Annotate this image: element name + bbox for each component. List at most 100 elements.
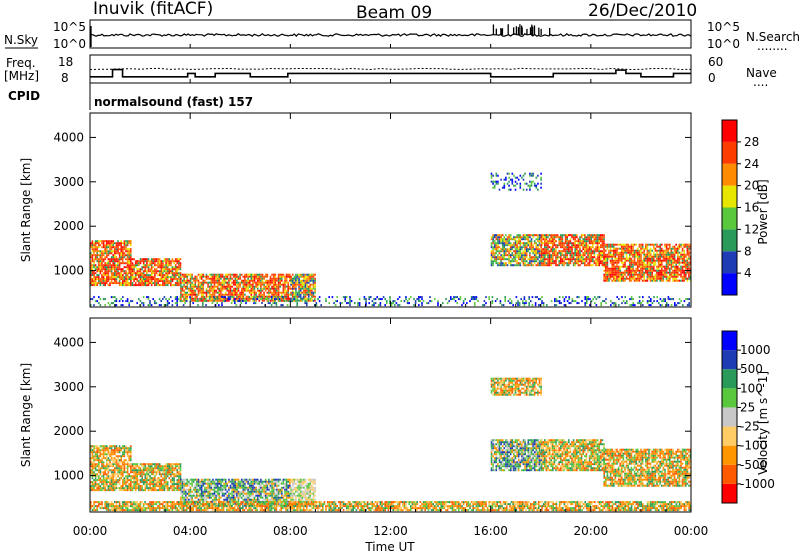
echo-cell xyxy=(643,265,645,268)
echo-cell xyxy=(106,262,108,265)
echo-cell xyxy=(91,451,94,454)
echo-cell xyxy=(500,256,502,259)
echo-cell xyxy=(552,262,554,265)
echo-cell xyxy=(141,268,143,271)
echo-cell xyxy=(134,487,137,490)
echo-cell xyxy=(118,300,121,303)
echo-cell xyxy=(598,238,600,241)
echo-cell xyxy=(563,300,566,303)
echo-cell xyxy=(247,275,249,278)
echo-cell xyxy=(662,275,665,278)
echo-cell xyxy=(133,487,135,490)
echo-cell xyxy=(651,243,653,246)
echo-cell xyxy=(296,275,299,278)
echo-cell xyxy=(205,277,208,280)
echo-cell xyxy=(154,276,156,279)
echo-cell xyxy=(517,302,519,305)
echo-cell xyxy=(147,296,150,299)
echo-cell xyxy=(231,277,233,280)
echo-cell xyxy=(276,291,278,294)
echo-cell xyxy=(197,279,200,282)
echo-cell xyxy=(685,255,687,258)
echo-cell xyxy=(649,279,652,282)
echo-cell xyxy=(675,243,677,246)
echo-cell xyxy=(181,281,184,284)
echo-cell xyxy=(661,304,663,307)
echo-cell xyxy=(226,277,229,280)
echo-cell xyxy=(584,302,586,305)
echo-cell xyxy=(189,279,192,282)
echo-cell xyxy=(102,447,105,450)
echo-cell xyxy=(186,283,189,286)
echo-cell xyxy=(123,244,126,247)
echo-cell xyxy=(519,240,522,243)
echo-cell xyxy=(637,251,639,254)
echo-cell xyxy=(553,242,556,245)
echo-cell xyxy=(532,244,534,247)
echo-cell xyxy=(107,262,110,265)
echo-cell xyxy=(120,298,122,301)
echo-cell xyxy=(142,274,145,277)
echo-cell xyxy=(154,284,156,287)
echo-cell xyxy=(94,256,97,259)
echo-cell xyxy=(500,258,502,261)
echo-cell xyxy=(277,279,280,282)
echo-cell xyxy=(590,236,592,239)
echo-cell xyxy=(641,259,644,262)
echo-cell xyxy=(183,273,185,276)
echo-cell xyxy=(263,295,265,298)
echo-cell xyxy=(613,263,615,266)
echo-cell xyxy=(333,302,335,305)
echo-cell xyxy=(596,242,599,245)
echo-cell xyxy=(661,243,663,246)
echo-cell xyxy=(522,238,525,241)
echo-cell xyxy=(561,260,564,263)
echo-cell xyxy=(595,258,597,261)
echo-cell xyxy=(197,289,200,292)
echo-cell xyxy=(269,302,271,305)
echo-cell xyxy=(126,240,129,243)
echo-cell xyxy=(179,296,182,299)
echo-cell xyxy=(661,300,663,303)
echo-cell xyxy=(117,467,119,470)
echo-cell xyxy=(547,260,549,263)
echo-cell xyxy=(239,283,241,286)
echo-cell xyxy=(633,279,636,282)
echo-cell xyxy=(303,293,305,296)
echo-cell xyxy=(282,281,285,284)
echo-cell xyxy=(633,249,636,252)
echo-cell xyxy=(176,266,179,269)
echo-cell xyxy=(527,264,530,267)
echo-cell xyxy=(122,479,124,482)
echo-cell xyxy=(299,291,302,294)
echo-cell xyxy=(212,293,214,296)
echo-cell xyxy=(349,300,351,303)
echo-cell xyxy=(112,282,114,285)
echo-cell xyxy=(221,275,224,278)
echo-cell xyxy=(592,236,594,239)
echo-cell xyxy=(98,246,100,249)
echo-cell xyxy=(533,184,536,187)
echo-cell xyxy=(616,253,618,256)
echo-cell xyxy=(294,296,297,299)
echo-cell xyxy=(189,283,192,286)
echo-cell xyxy=(521,176,523,179)
echo-cell xyxy=(547,252,549,255)
echo-cell xyxy=(184,293,187,296)
echo-cell xyxy=(608,251,610,254)
echo-cell xyxy=(106,242,108,245)
echo-cell xyxy=(608,257,610,260)
echo-cell xyxy=(118,473,121,476)
echo-cell xyxy=(616,279,618,282)
echo-cell xyxy=(495,236,498,239)
echo-cell xyxy=(126,465,129,468)
echo-cell xyxy=(614,247,617,250)
echo-cell xyxy=(142,304,145,307)
echo-cell xyxy=(284,283,286,286)
echo-cell xyxy=(186,295,189,298)
echo-cell xyxy=(505,176,507,179)
echo-cell xyxy=(548,234,551,237)
echo-cell xyxy=(605,255,607,258)
echo-cell xyxy=(274,283,277,286)
